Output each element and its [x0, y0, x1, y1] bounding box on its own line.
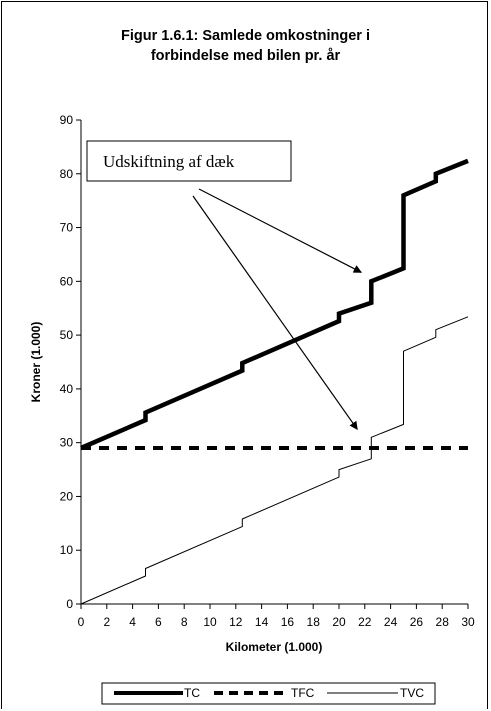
x-axis-label: Kilometer (1.000) [226, 640, 323, 654]
y-axis-label: Kroner (1.000) [29, 322, 43, 403]
series-line-tc [80, 158, 469, 451]
x-tick-label: 18 [307, 615, 321, 629]
chart-title-line-2: forbindelse med bilen pr. år [150, 48, 341, 64]
x-tick-label: 28 [436, 615, 450, 629]
chart-title-line-1: Figur 1.6.1: Samlede omkostninger i [121, 28, 370, 44]
y-tick-label: 20 [60, 489, 74, 503]
annotation-arrow-tc [198, 188, 362, 273]
y-tick-label: 60 [60, 274, 74, 288]
y-tick-label: 50 [60, 328, 74, 342]
x-tick-label: 4 [129, 615, 136, 629]
y-tick-label: 0 [66, 597, 73, 611]
y-tick-label: 70 [60, 221, 74, 235]
annotation-box [86, 140, 292, 182]
x-tick-label: 30 [461, 615, 475, 629]
y-tick-label: 30 [60, 436, 74, 450]
x-tick-label: 0 [78, 615, 85, 629]
legend-label-tvc: TVC [400, 686, 424, 700]
y-tick-label: 40 [60, 382, 74, 396]
annotation-arrow-tvc [192, 195, 358, 430]
x-tick-label: 20 [332, 615, 346, 629]
series-line-tvc [80, 316, 469, 605]
x-tick-label: 24 [384, 615, 398, 629]
legend-box [101, 682, 436, 705]
x-tick-label: 8 [181, 615, 188, 629]
x-tick-label: 2 [103, 615, 110, 629]
x-tick-label: 16 [281, 615, 295, 629]
legend-label-tfc: TFC [291, 686, 315, 700]
x-tick-label: 10 [203, 615, 217, 629]
annotation-text: Udskiftning af dæk [103, 152, 235, 171]
y-tick-label: 90 [60, 113, 74, 127]
x-tick-label: 26 [410, 615, 424, 629]
x-tick-label: 12 [229, 615, 243, 629]
y-tick-label: 10 [60, 543, 74, 557]
y-tick-label: 80 [60, 167, 74, 181]
x-tick-label: 14 [255, 615, 269, 629]
legend: TC TFC TVC [101, 682, 436, 705]
x-tick-label: 6 [155, 615, 162, 629]
legend-label-tc: TC [184, 686, 200, 700]
chart-title: Figur 1.6.1: Samlede omkostninger i forb… [0, 26, 491, 66]
x-tick-label: 22 [358, 615, 372, 629]
annotation-layer: Udskiftning af dæk [86, 140, 362, 430]
series-layer [80, 158, 469, 605]
